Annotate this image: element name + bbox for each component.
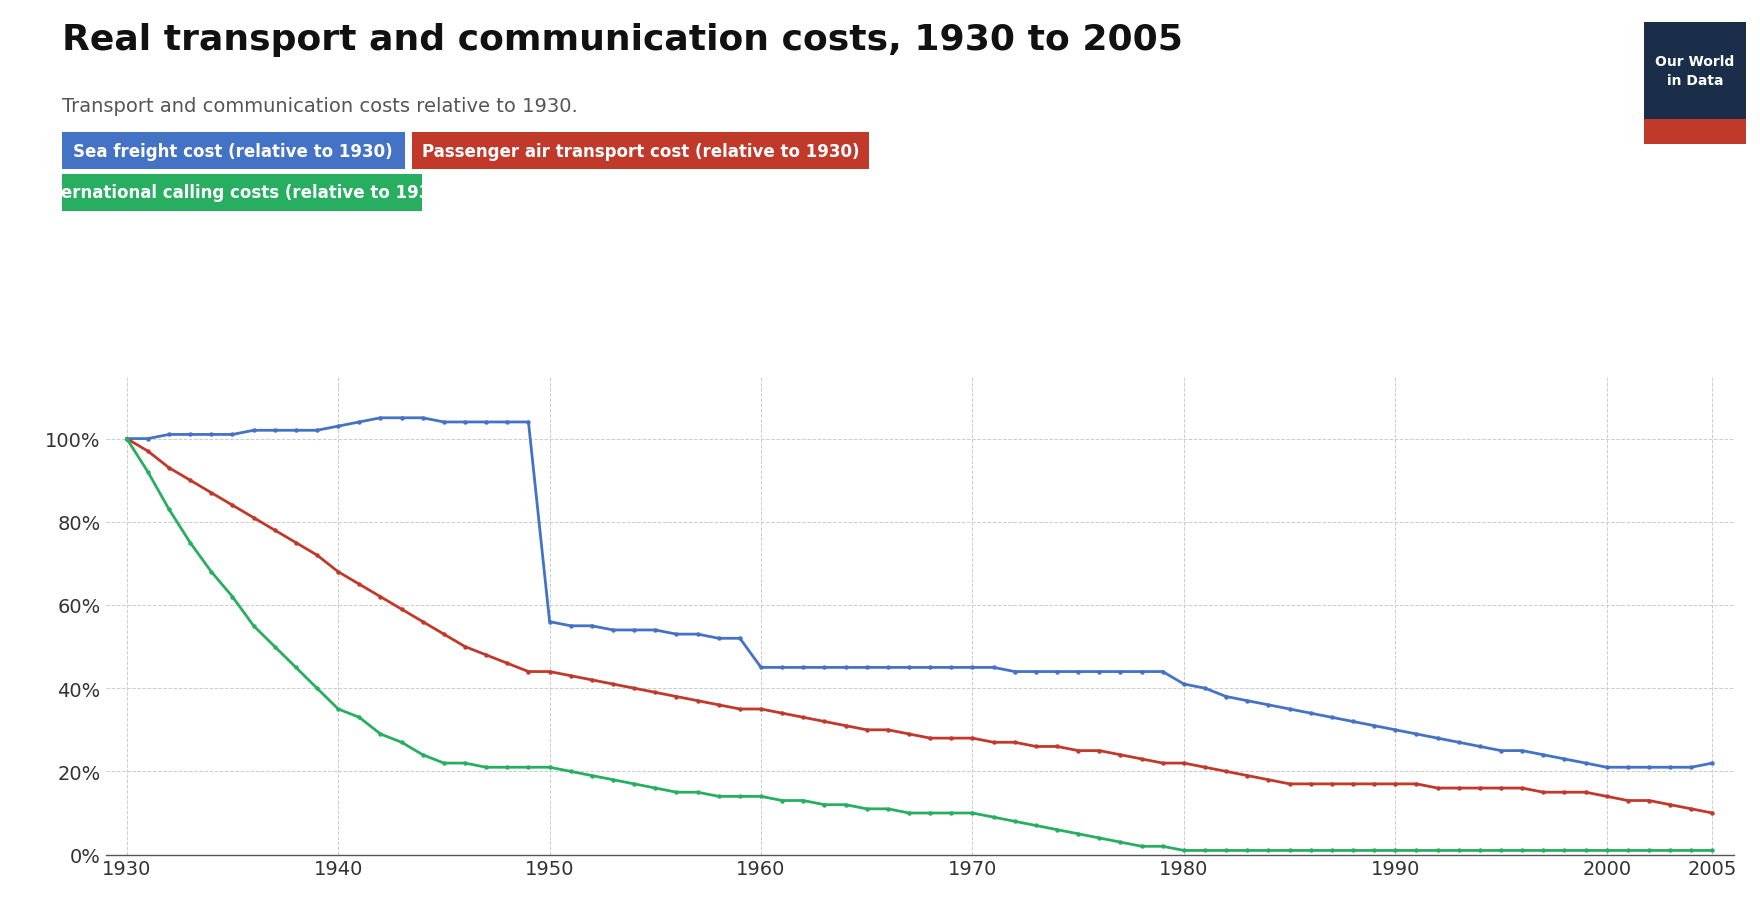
Text: Sea freight cost (relative to 1930): Sea freight cost (relative to 1930) xyxy=(74,142,392,161)
Text: Real transport and communication costs, 1930 to 2005: Real transport and communication costs, … xyxy=(62,23,1183,57)
Text: International calling costs (relative to 1930): International calling costs (relative to… xyxy=(35,184,449,202)
Text: Transport and communication costs relative to 1930.: Transport and communication costs relati… xyxy=(62,96,577,116)
Text: Our World
in Data: Our World in Data xyxy=(1654,54,1735,88)
Text: Passenger air transport cost (relative to 1930): Passenger air transport cost (relative t… xyxy=(422,142,859,161)
